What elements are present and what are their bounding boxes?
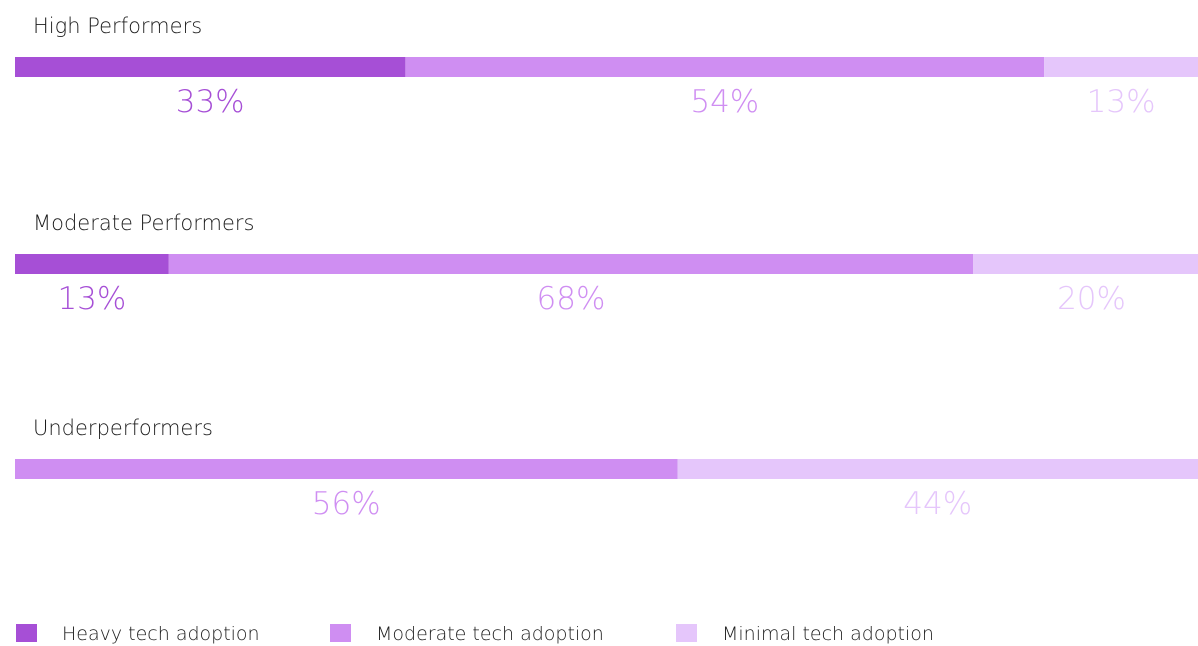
bar-segment [15,254,169,274]
legend-swatch [330,624,351,642]
legend-item: Minimal tech adoption [676,623,934,645]
bar-segment [15,57,406,77]
bar-segment [973,254,1198,274]
legend-item: Moderate tech adoption [330,623,604,645]
data-label: 68% [537,281,606,317]
legend-label: Heavy tech adoption [62,623,260,645]
legend-item: Heavy tech adoption [16,623,260,645]
category-label: High Performers [33,14,202,38]
legend: Heavy tech adoption Moderate tech adoptio… [16,623,934,645]
bar-segment [15,459,678,479]
bar-row: Moderate Performers 13% 68% 20% [15,211,1198,317]
legend-swatch [16,624,37,642]
legend-label: Moderate tech adoption [376,623,604,645]
bar-row: High Performers 33% 54% 13% [15,14,1198,120]
bar-segment [1044,57,1198,77]
data-label: 33% [176,84,245,120]
legend-swatch [676,624,697,642]
data-label: 54% [690,84,759,120]
data-label: 44% [903,486,972,522]
bar-segment [677,459,1198,479]
data-label: 20% [1057,281,1126,317]
category-label: Moderate Performers [33,211,254,235]
bar-row: Underperformers 56% 44% [15,416,1198,522]
data-label: 56% [312,486,381,522]
bar-segment [405,57,1045,77]
legend-label: Minimal tech adoption [722,623,934,645]
data-label: 13% [1087,84,1156,120]
bar-segment [168,254,974,274]
category-label: Underperformers [33,416,213,440]
data-label: 13% [57,281,126,317]
